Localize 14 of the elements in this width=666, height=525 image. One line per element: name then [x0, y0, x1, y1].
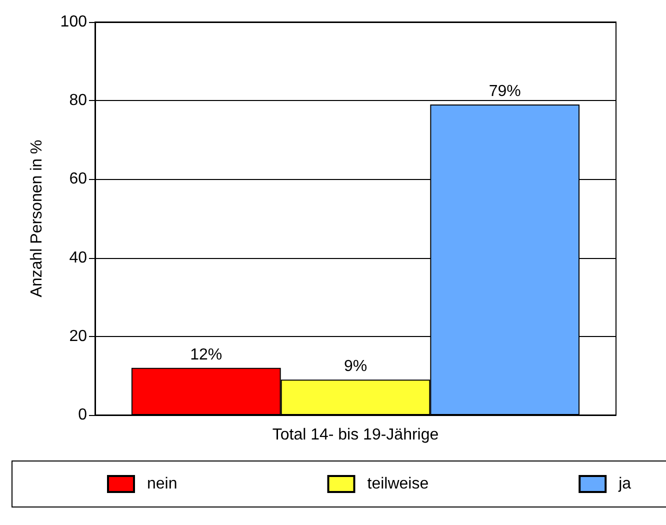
y-axis-title: Anzahl Personen in % — [28, 140, 46, 298]
legend-label: ja — [618, 476, 632, 492]
y-tick-label: 40 — [69, 249, 88, 266]
data-label: 9% — [344, 358, 368, 376]
y-tick-label: 20 — [69, 328, 88, 345]
y-tick-label: 60 — [69, 170, 88, 188]
y-tick-label: 0 — [78, 406, 88, 424]
x-tick-label: Total 14- bis 19-Jährige — [272, 426, 439, 444]
y-tick-label: 80 — [69, 92, 88, 110]
data-label: 12% — [190, 346, 222, 364]
y-tick-label: 100 — [60, 14, 88, 30]
data-label: 79% — [488, 83, 521, 100]
legend-label: nein — [147, 476, 178, 492]
legend-label: teilweise — [367, 476, 429, 492]
